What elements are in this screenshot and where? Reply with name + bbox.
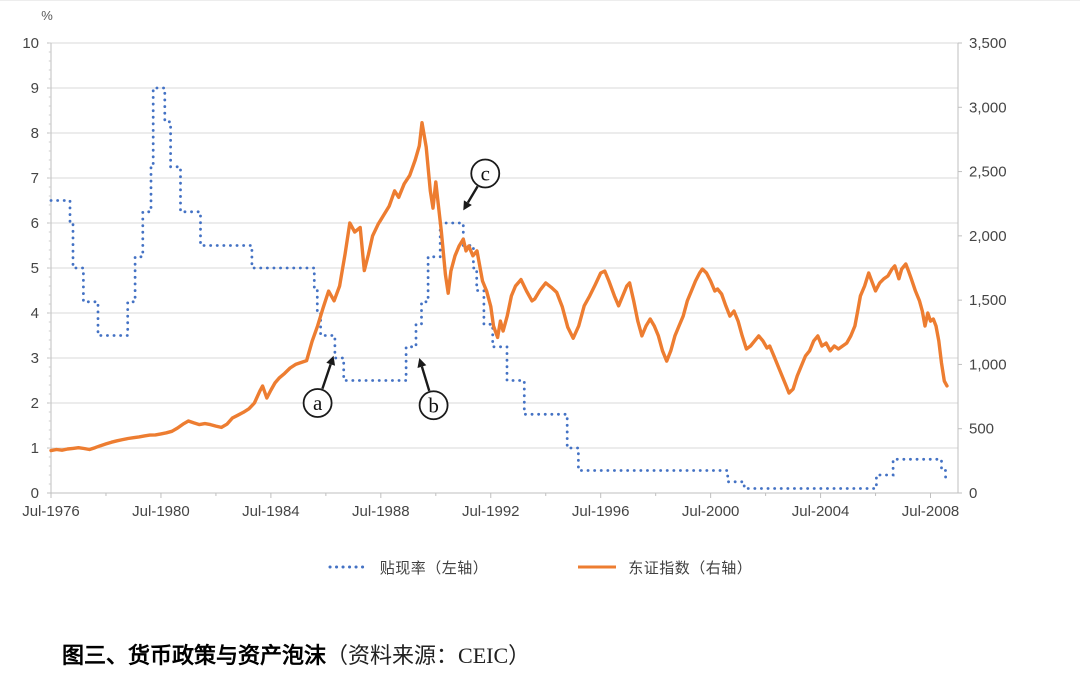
legend-item-0: 贴现率（左轴） (328, 557, 489, 578)
left-axis-tick-label: 9 (31, 80, 39, 97)
discount-rate-series (49, 86, 950, 490)
chart-canvas: 0 1 2 3 4 5 6 7 8 9 10 0 500 1,000 1,500 2,000 2,500 3,00… (22, 8, 1006, 520)
axes (47, 42, 962, 498)
axis-tick-labels: 0 1 2 3 4 5 6 7 8 9 10 0 500 1,000 1,500 2,000 2,500 3,00… (22, 8, 1006, 520)
annotation-circle (302, 388, 333, 418)
x-axis-tick-label: Jul-1976 (22, 503, 80, 520)
right-axis-tick-label: 1,500 (969, 292, 1007, 309)
right-axis-tick-label: 2,500 (969, 164, 1007, 181)
right-axis-tick-label: 500 (969, 421, 994, 438)
annotation-circle (470, 158, 501, 189)
annotation-a: a (302, 355, 336, 418)
x-axis-tick-label: Jul-1984 (242, 503, 300, 520)
left-axis-tick-label: 6 (31, 215, 39, 232)
legend-label: 东证指数（右轴） (628, 559, 753, 577)
dotted-line-swatch (328, 565, 370, 569)
x-axis-tick-label: Jul-1988 (352, 503, 410, 520)
solid-line-swatch (578, 565, 617, 569)
chart-legend: 贴现率（左轴） 东证指数（右轴） (0, 551, 1080, 583)
figure-caption-source: （资料来源：CEIC） (326, 643, 531, 668)
x-axis-tick-label: Jul-1980 (132, 503, 190, 520)
x-axis-tick-label: Jul-1992 (462, 503, 520, 520)
annotation-letter: c (481, 162, 490, 186)
right-axis-tick-label: 3,000 (969, 99, 1007, 116)
left-axis-tick-label: 2 (31, 395, 39, 412)
right-axis-tick-label: 3,500 (969, 35, 1007, 52)
gridlines (51, 42, 958, 449)
legend-label: 贴现率（左轴） (379, 559, 489, 577)
left-axis-tick-label: 7 (31, 170, 39, 187)
annotation-letter: b (428, 393, 439, 417)
x-axis-tick-label: Jul-2008 (902, 503, 960, 520)
left-axis-unit-label: % (41, 8, 53, 23)
right-axis-tick-label: 2,000 (969, 228, 1007, 245)
annotation-c: c (463, 158, 501, 211)
right-axis-tick-label: 0 (969, 485, 977, 502)
legend-item-1: 东证指数（右轴） (576, 557, 752, 578)
topix-index-series (49, 121, 949, 453)
left-axis-tick-label: 5 (31, 260, 39, 277)
left-axis-tick-label: 0 (31, 485, 39, 502)
annotation-circle (418, 390, 449, 421)
annotation-b: b (417, 358, 449, 421)
figure-caption: 图三、货币政策与资产泡沫（资料来源：CEIC） (62, 638, 1022, 670)
left-axis-tick-label: 3 (31, 350, 39, 367)
left-axis-tick-label: 1 (31, 440, 39, 457)
right-axis-tick-label: 1,000 (969, 356, 1007, 373)
left-axis-tick-label: 4 (31, 305, 39, 322)
figure-caption-title: 图三、货币政策与资产泡沫 (62, 643, 327, 668)
x-axis-tick-label: Jul-1996 (572, 503, 630, 520)
left-axis-tick-label: 8 (31, 125, 39, 142)
x-axis-tick-label: Jul-2000 (682, 503, 740, 520)
annotation-letter: a (313, 391, 323, 415)
x-axis-tick-label: Jul-2004 (792, 503, 850, 520)
left-axis-tick-label: 10 (22, 35, 39, 52)
